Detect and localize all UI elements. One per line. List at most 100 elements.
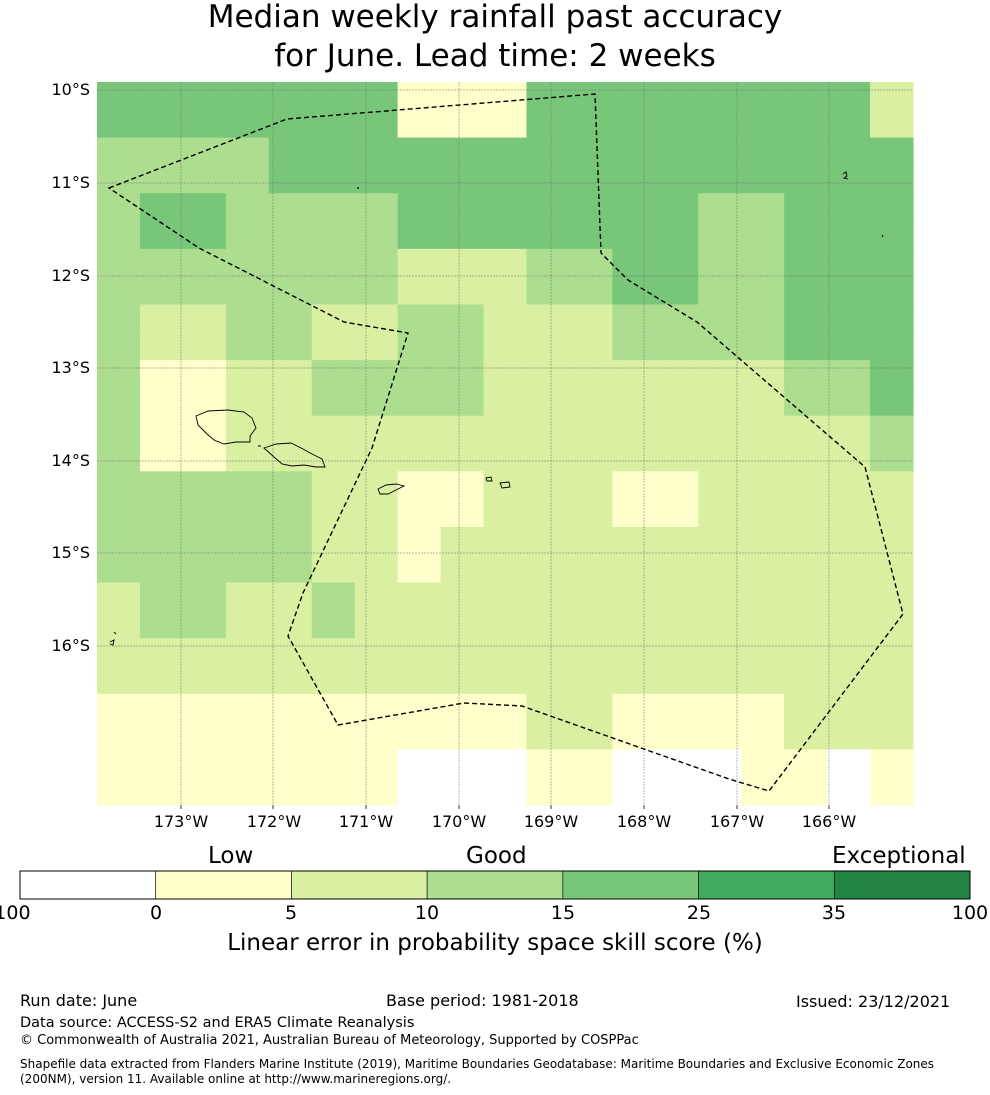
grid-cell — [268, 499, 313, 528]
grid-cell — [268, 471, 313, 500]
grid-cell — [268, 193, 313, 222]
grid-cell — [569, 638, 613, 667]
grid-cell — [526, 109, 571, 139]
grid-cell — [569, 387, 613, 417]
grid-cell — [139, 415, 184, 445]
grid-cell — [827, 165, 871, 194]
grid-cell — [870, 665, 914, 695]
grid-cell — [655, 610, 699, 639]
grid-cell — [225, 304, 270, 333]
grid-cell — [397, 443, 442, 472]
grid-cell — [139, 499, 184, 528]
grid-cell — [268, 693, 313, 723]
grid-cell — [612, 610, 656, 639]
grid-cell — [483, 137, 528, 167]
grid-cell — [827, 749, 871, 778]
grid-cell — [870, 276, 914, 306]
grid-cell — [483, 777, 528, 806]
grid-cell — [827, 360, 871, 389]
grid-cell — [827, 471, 871, 500]
grid-cell — [354, 193, 399, 222]
grid-cell — [870, 332, 914, 361]
grid-cell — [870, 387, 914, 417]
grid-cell — [698, 499, 742, 528]
grid-cell — [870, 137, 914, 167]
grid-cell — [655, 221, 699, 250]
grid-cell — [526, 276, 571, 306]
grid-cell — [483, 499, 528, 528]
grid-cell — [397, 276, 442, 306]
grid-cell — [741, 554, 785, 584]
grid-cell — [354, 526, 399, 556]
grid-cell — [354, 777, 399, 806]
grid-cell — [268, 526, 313, 556]
grid-cell — [827, 499, 871, 528]
grid-cell — [139, 638, 184, 667]
map-title: Median weekly rainfall past accuracy for… — [0, 0, 990, 76]
grid-cell — [311, 777, 356, 806]
lon-label-168w: 168°W — [616, 812, 672, 831]
grid-cell — [139, 693, 184, 723]
grid-cell — [784, 137, 828, 167]
grid-cell — [612, 82, 656, 111]
grid-cell — [741, 165, 785, 194]
grid-cell — [182, 610, 227, 639]
grid-cell — [97, 109, 141, 139]
grid-cell — [698, 638, 742, 667]
grid-cell — [827, 415, 871, 445]
grid-cell — [698, 582, 742, 611]
grid-cell — [741, 582, 785, 611]
grid-cell — [698, 221, 742, 250]
grid-cell — [440, 499, 485, 528]
grid-cell — [354, 554, 399, 584]
grid-cell — [139, 471, 184, 500]
grid-cell — [440, 693, 485, 723]
colorbar-tick-10: 10 — [414, 902, 440, 924]
savaii-island — [195, 409, 257, 445]
grid-cell — [870, 165, 914, 194]
grid-cell — [97, 415, 141, 445]
grid-cell — [698, 248, 742, 278]
grid-cell — [741, 749, 785, 778]
colorbar — [19, 870, 971, 900]
grid-cell — [526, 777, 571, 806]
grid-cell — [569, 304, 613, 333]
grid-cell — [741, 499, 785, 528]
grid-cell — [569, 499, 613, 528]
grid-cell — [354, 137, 399, 167]
grid-cell — [698, 777, 742, 806]
grid-cell — [483, 749, 528, 778]
grid-cell — [526, 165, 571, 194]
grid-cell — [139, 276, 184, 306]
grid-cell — [784, 193, 828, 222]
grid-cell — [139, 165, 184, 194]
grid-cell — [526, 248, 571, 278]
grid-cell — [526, 665, 571, 695]
grid-cell — [311, 165, 356, 194]
grid-cell — [612, 387, 656, 417]
colorbar-segment — [426, 870, 564, 900]
grid-cell — [655, 415, 699, 445]
grid-cell — [97, 638, 141, 667]
grid-cell — [870, 526, 914, 556]
grid-cell — [655, 693, 699, 723]
atafu-islet — [842, 171, 849, 180]
grid-cell — [526, 360, 571, 389]
grid-cell — [870, 248, 914, 278]
grid-cell — [569, 415, 613, 445]
grid-cell — [97, 526, 141, 556]
grid-cell — [311, 499, 356, 528]
grid-cell — [182, 304, 227, 333]
grid-cell — [741, 137, 785, 167]
grid-cell — [440, 665, 485, 695]
grid-cell — [784, 415, 828, 445]
grid-cell — [655, 526, 699, 556]
grid-cell — [569, 276, 613, 306]
grid-cell — [268, 82, 313, 111]
colorbar-segment — [833, 870, 971, 900]
grid-cell — [655, 471, 699, 500]
grid-cell — [827, 304, 871, 333]
grid-cell — [139, 193, 184, 222]
grid-cell — [569, 193, 613, 222]
west-islet — [109, 631, 117, 646]
